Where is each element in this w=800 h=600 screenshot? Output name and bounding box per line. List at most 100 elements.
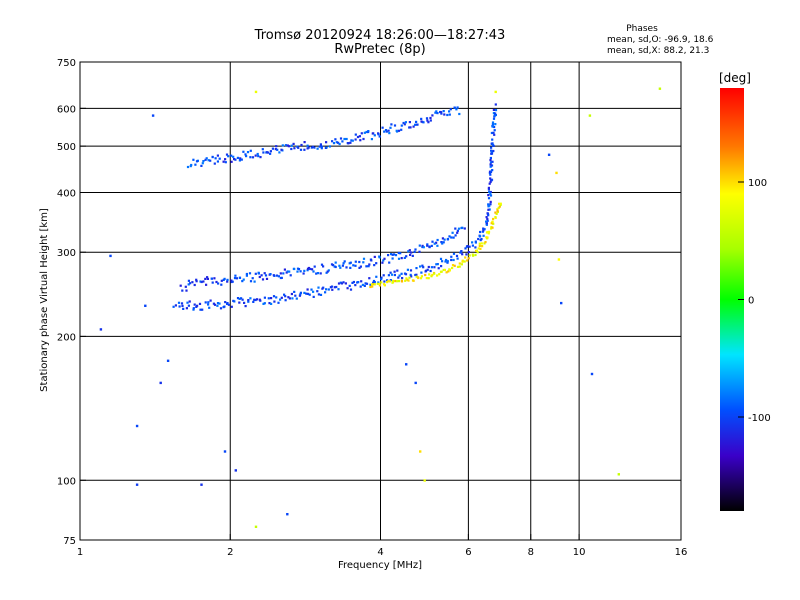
echo-point <box>382 259 385 262</box>
echo-point <box>220 283 223 286</box>
echo-point <box>327 269 330 272</box>
echo-point <box>375 262 378 265</box>
echo-point <box>426 268 429 271</box>
echo-point <box>238 159 241 162</box>
echo-point <box>257 271 260 274</box>
echo-point <box>234 274 237 277</box>
echo-point <box>227 303 230 306</box>
echo-point <box>451 231 454 234</box>
echo-point <box>421 244 424 247</box>
echo-point <box>288 270 291 273</box>
echo-point <box>343 260 346 263</box>
echo-point <box>460 226 463 230</box>
echo-point <box>251 156 255 159</box>
y-tick-label: 300 <box>57 248 76 259</box>
echo-point <box>309 267 312 271</box>
echo-point <box>423 479 426 482</box>
echo-point <box>382 274 385 277</box>
echo-point <box>481 230 484 233</box>
echo-point <box>364 282 367 285</box>
echo-point <box>265 277 269 280</box>
stats-x-mode: mean, sd,X: 88.2, 21.3 <box>607 46 709 56</box>
echo-point <box>378 283 381 286</box>
echo-point <box>448 268 451 271</box>
echo-point <box>400 257 403 260</box>
echo-point <box>313 146 316 149</box>
echo-point <box>491 123 494 126</box>
echo-point <box>407 250 410 253</box>
echo-point <box>109 254 112 258</box>
echo-point <box>306 292 310 295</box>
echo-point <box>391 281 395 284</box>
echo-point <box>288 297 291 300</box>
echo-point <box>312 290 315 293</box>
echo-point <box>344 282 347 285</box>
echo-point <box>270 302 273 305</box>
echo-point <box>305 292 308 295</box>
echo-point <box>273 300 276 303</box>
echo-point <box>490 178 494 181</box>
echo-point <box>460 263 463 266</box>
echo-point <box>428 273 431 276</box>
echo-point <box>259 156 262 159</box>
echo-point <box>378 135 381 138</box>
echo-point <box>443 113 446 116</box>
x-axis-label: Frequency [MHz] <box>338 560 422 571</box>
echo-point <box>491 169 494 172</box>
echo-point <box>391 279 395 282</box>
echo-point <box>557 258 561 261</box>
echo-point <box>342 281 345 284</box>
echo-point <box>206 277 209 280</box>
y-tick-label: 750 <box>57 58 76 69</box>
echo-point <box>151 114 155 117</box>
echo-point <box>337 282 341 285</box>
echo-point <box>166 359 170 362</box>
echo-point <box>204 158 207 161</box>
echo-point <box>434 111 437 114</box>
echo-point <box>480 238 483 241</box>
echo-point <box>489 173 492 176</box>
echo-point <box>359 285 362 288</box>
echo-point <box>437 267 440 270</box>
echo-point <box>312 295 315 298</box>
echo-point <box>451 266 454 270</box>
echo-point <box>365 282 369 285</box>
echo-point <box>254 525 258 528</box>
echo-point <box>465 253 468 256</box>
echo-point <box>268 302 271 305</box>
echo-point <box>471 244 474 247</box>
echo-point <box>442 110 445 113</box>
y-tick-label: 100 <box>57 476 76 487</box>
echo-point <box>254 154 257 157</box>
echo-point <box>277 275 280 278</box>
echo-point <box>461 253 464 256</box>
echo-point <box>452 236 455 239</box>
echo-point <box>424 273 427 277</box>
echo-point <box>251 277 254 280</box>
echo-point <box>371 283 374 286</box>
echo-point <box>257 155 260 158</box>
echo-point <box>489 180 492 184</box>
echo-point <box>200 164 203 167</box>
echo-point <box>308 293 311 296</box>
echo-point <box>489 203 492 206</box>
echo-point <box>283 268 286 271</box>
echo-point <box>207 301 210 304</box>
echo-point <box>247 299 250 302</box>
echo-point <box>292 142 295 145</box>
echo-point <box>440 265 443 268</box>
echo-point <box>489 190 492 194</box>
echo-point <box>217 282 220 285</box>
echo-point <box>492 149 495 153</box>
trace-points <box>186 106 461 169</box>
echo-point <box>405 255 408 258</box>
echo-point <box>205 157 208 160</box>
echo-point <box>342 262 345 265</box>
echo-point <box>369 283 372 286</box>
y-axis-label: Stationary phase Virtual Height [km] <box>39 208 50 392</box>
echo-point <box>388 280 391 283</box>
echo-point <box>187 304 190 307</box>
echo-point <box>443 238 446 241</box>
echo-point <box>234 469 237 472</box>
echo-point <box>477 247 480 250</box>
